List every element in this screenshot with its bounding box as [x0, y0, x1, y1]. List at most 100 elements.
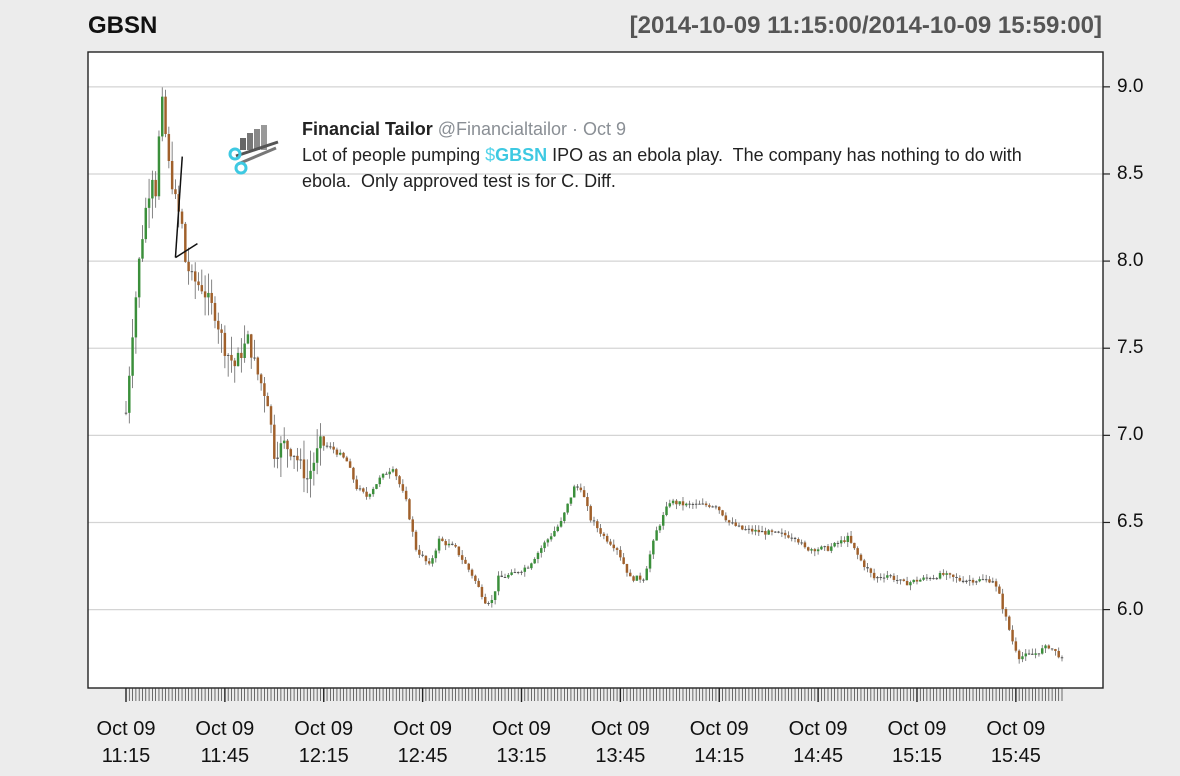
cashtag-symbol: $ — [485, 145, 496, 165]
x-tick-date: Oct 09 — [887, 718, 947, 740]
candle-body — [141, 239, 144, 259]
candle-body — [757, 529, 761, 533]
candle-body — [767, 530, 770, 535]
candle-body — [912, 579, 915, 583]
x-tick-date: Oct 09 — [195, 718, 255, 740]
candle-body — [203, 291, 207, 298]
y-tick-label: 7.0 — [1117, 424, 1144, 446]
candle-body — [355, 479, 358, 490]
candle-body — [816, 549, 820, 552]
candle-body — [629, 572, 632, 577]
tweet-date: Oct 9 — [583, 119, 627, 139]
candle-body — [441, 538, 444, 542]
candle-body — [507, 574, 510, 578]
candle-body — [493, 591, 497, 600]
candle-body — [886, 575, 889, 578]
candle-body — [955, 576, 958, 578]
candle-body — [477, 580, 480, 587]
candle-body — [240, 352, 243, 358]
tweet-separator: · — [567, 119, 584, 139]
candle-body — [520, 571, 523, 573]
candle-body — [484, 596, 487, 604]
candle-body — [250, 334, 253, 358]
candle-body — [128, 375, 131, 413]
candle-body — [385, 473, 388, 475]
candle-body — [846, 535, 850, 542]
candle-body — [144, 207, 148, 240]
candle-body — [424, 555, 428, 562]
x-tick-date: Oct 09 — [294, 718, 354, 740]
tweet-body: Financial Tailor @Financialtailor · Oct … — [302, 116, 1032, 194]
x-tick-time: 13:15 — [496, 745, 547, 767]
tweet-cashtag: $GBSN — [485, 145, 547, 165]
chart-date-range: [2014-10-09 11:15:00/2014-10-09 15:59:00… — [629, 12, 1102, 39]
candle-body — [770, 530, 774, 532]
y-tick-label: 8.0 — [1117, 250, 1144, 272]
candle-body — [1040, 648, 1044, 654]
candle-body — [220, 329, 223, 333]
x-tick-label: Oct 09 12:15 — [279, 716, 369, 770]
candle-body — [622, 557, 625, 564]
candle-body — [444, 541, 447, 546]
candle-body — [259, 374, 263, 384]
candle-body — [1047, 645, 1051, 649]
x-tick-time: 12:45 — [397, 745, 448, 767]
candle-body — [282, 440, 286, 444]
candle-body — [645, 568, 648, 581]
candle-body — [319, 436, 322, 449]
candle-body — [988, 579, 991, 583]
candle-body — [161, 96, 164, 137]
candle-body — [928, 577, 932, 579]
candle-body — [579, 487, 583, 491]
candle-body — [256, 357, 260, 375]
annotations — [174, 156, 198, 259]
candle-body — [345, 457, 349, 462]
candle-body — [919, 579, 922, 582]
candle-body — [464, 559, 467, 564]
candle-body — [510, 572, 513, 575]
candle-body — [213, 302, 217, 321]
candle-body — [460, 555, 464, 560]
chart-title: GBSN — [88, 12, 158, 39]
candle-body — [750, 528, 754, 532]
candle-body — [652, 540, 655, 555]
candle-body — [889, 575, 892, 577]
candle-body — [984, 579, 988, 581]
candle-body — [226, 354, 230, 356]
candle-body — [1034, 653, 1037, 655]
candle-body — [338, 452, 342, 455]
candle-body — [563, 512, 566, 522]
candle-body — [516, 572, 520, 574]
candle-body — [971, 579, 975, 583]
candle-body — [299, 459, 302, 461]
candle-body — [994, 581, 998, 587]
candle-body — [398, 476, 401, 485]
candle-body — [404, 490, 408, 500]
candle-body — [276, 457, 279, 459]
candle-body — [602, 533, 606, 536]
candle-body — [981, 579, 985, 581]
candle-body — [348, 461, 352, 468]
candle-body — [638, 575, 642, 580]
x-tick-label: Oct 09 15:45 — [971, 716, 1061, 770]
x-tick-date: Oct 09 — [393, 718, 453, 740]
candle-body — [325, 445, 329, 447]
candle-body — [830, 546, 833, 551]
candle-body — [793, 537, 797, 540]
x-tick-label: Oct 09 13:45 — [575, 716, 665, 770]
candle-body — [395, 469, 398, 477]
candle-body — [642, 579, 645, 581]
candle-body — [368, 494, 372, 497]
candle-body — [273, 424, 276, 459]
candle-body — [961, 580, 965, 583]
candle-body — [569, 497, 573, 504]
candle-body — [764, 530, 767, 535]
candle-body — [813, 549, 817, 552]
candle-body — [721, 510, 724, 516]
candle-body — [592, 520, 596, 522]
candle-body — [589, 506, 592, 521]
candle-body — [513, 572, 517, 574]
candle-body — [810, 549, 813, 551]
candle-body — [533, 558, 536, 564]
candle-body — [269, 406, 273, 425]
